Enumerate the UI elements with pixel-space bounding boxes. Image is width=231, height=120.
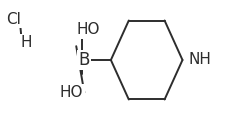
- Text: NH: NH: [188, 53, 211, 67]
- Text: Cl: Cl: [6, 12, 21, 27]
- Text: HO: HO: [60, 85, 83, 100]
- Text: H: H: [21, 35, 32, 50]
- Text: B: B: [79, 51, 90, 69]
- Text: HO: HO: [76, 23, 100, 37]
